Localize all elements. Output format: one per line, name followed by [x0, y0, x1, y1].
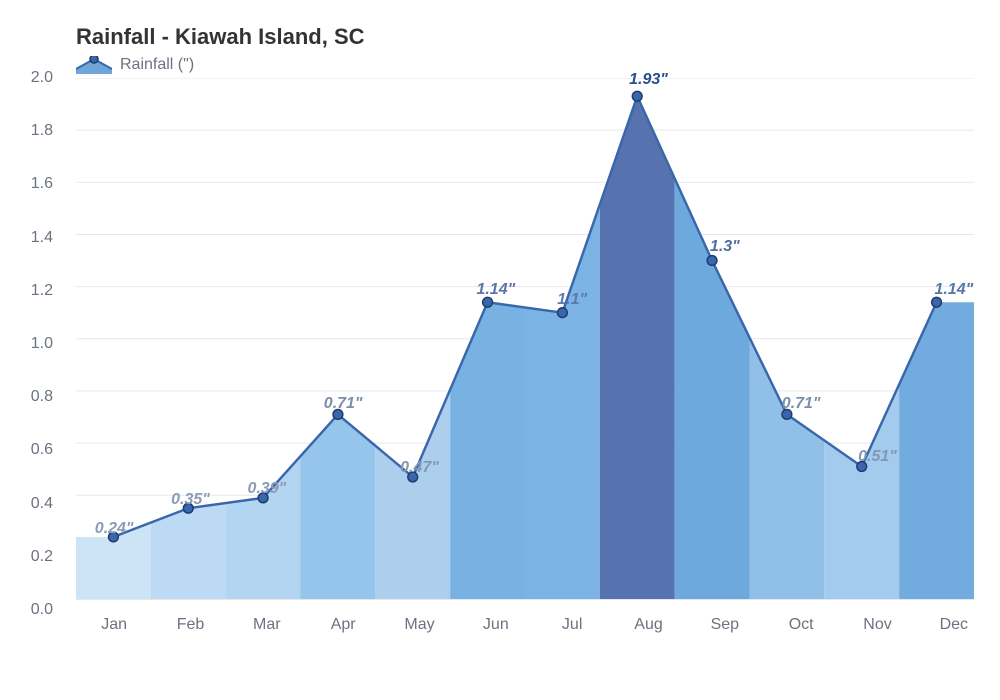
- x-tick-label: Feb: [177, 616, 205, 634]
- y-tick-label: 1.4: [31, 229, 53, 247]
- marker-aug: [632, 91, 642, 101]
- legend-swatch: [76, 56, 112, 74]
- value-label: 1.93": [629, 71, 668, 89]
- bar-dec: [899, 302, 974, 599]
- y-tick-label: 2.0: [31, 69, 53, 87]
- x-tick-label: May: [404, 616, 434, 634]
- x-tick-label: Mar: [253, 616, 281, 634]
- rainfall-chart: Rainfall - Kiawah Island, SC Rainfall ("…: [0, 0, 1000, 700]
- plot-area: 0.00.20.40.60.81.01.21.41.61.82.0 JanFeb…: [76, 78, 974, 638]
- bar-oct: [749, 337, 824, 599]
- y-axis: 0.00.20.40.60.81.01.21.41.61.82.0: [66, 78, 67, 610]
- value-label: 1.1": [557, 291, 587, 309]
- y-tick-label: 0.4: [31, 495, 53, 513]
- x-tick-label: Oct: [789, 616, 814, 634]
- marker-dec: [932, 297, 942, 307]
- value-label: 1.14": [934, 281, 973, 299]
- marker-jun: [483, 297, 493, 307]
- x-tick-label: Jan: [101, 616, 127, 634]
- value-label: 0.35": [171, 491, 210, 509]
- chart-title: Rainfall - Kiawah Island, SC: [76, 24, 982, 50]
- x-axis: Jan Feb Mar Apr May Jun Jul Aug Sep Oct Nov Dec: [76, 610, 974, 638]
- y-tick-label: 1.0: [31, 335, 53, 353]
- legend-label: Rainfall ("): [120, 56, 194, 74]
- bar-may: [375, 390, 450, 600]
- value-label: 0.24": [95, 520, 134, 538]
- bar-mar: [226, 456, 301, 599]
- bar-nov: [824, 384, 899, 599]
- x-tick-label: Jul: [562, 616, 582, 634]
- chart-svg: [76, 78, 974, 627]
- value-label: 0.71": [782, 395, 821, 413]
- chart-legend: Rainfall ("): [76, 56, 982, 74]
- x-tick-label: Jun: [483, 616, 509, 634]
- value-label: 0.47": [400, 459, 439, 477]
- x-tick-label: Aug: [634, 616, 662, 634]
- value-label: 1.3": [710, 238, 740, 256]
- value-label: 0.39": [247, 480, 286, 498]
- x-tick-label: Apr: [331, 616, 356, 634]
- bar-jun: [450, 302, 525, 599]
- bar-jul: [525, 204, 600, 599]
- value-label: 0.71": [324, 395, 363, 413]
- y-tick-label: 1.8: [31, 122, 53, 140]
- x-tick-label: Nov: [863, 616, 891, 634]
- y-tick-label: 0.2: [31, 548, 53, 566]
- y-tick-label: 0.0: [31, 601, 53, 619]
- y-tick-label: 0.6: [31, 441, 53, 459]
- value-label: 0.51": [858, 448, 897, 466]
- x-tick-label: Dec: [940, 616, 968, 634]
- value-label: 1.14": [476, 281, 515, 299]
- y-tick-label: 1.6: [31, 175, 53, 193]
- x-tick-label: Sep: [711, 616, 739, 634]
- marker-sep: [707, 256, 717, 266]
- y-tick-label: 1.2: [31, 282, 53, 300]
- y-tick-label: 0.8: [31, 388, 53, 406]
